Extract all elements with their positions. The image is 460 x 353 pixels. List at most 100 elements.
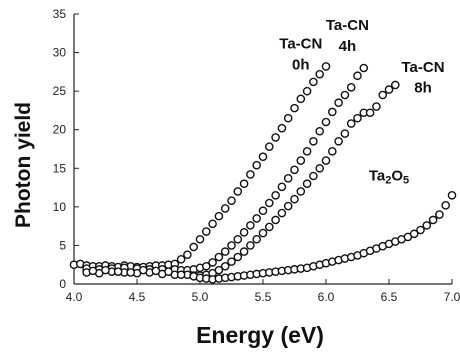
- x-tick-label: 7.0: [444, 290, 460, 304]
- data-point: [259, 207, 266, 214]
- data-point: [266, 199, 273, 206]
- data-point: [285, 202, 292, 209]
- data-point: [178, 256, 185, 263]
- data-point: [247, 171, 254, 178]
- data-point: [253, 215, 260, 222]
- axes: 0 5 10 15 20 25 30 35 4.0 4.5 5.0 5.5 6.0 6.5 7.0: [53, 7, 460, 304]
- series-2: [83, 81, 399, 279]
- data-point: [228, 197, 235, 204]
- data-point: [335, 99, 342, 106]
- y-tick-label: 30: [53, 46, 67, 60]
- data-point: [329, 108, 336, 115]
- data-point: [190, 243, 197, 250]
- data-point: [203, 228, 210, 235]
- data-point: [373, 103, 380, 110]
- data-point: [310, 138, 317, 145]
- annotation-label: 4h: [339, 38, 357, 55]
- data-point: [209, 259, 216, 266]
- data-point: [291, 166, 298, 173]
- data-point: [115, 268, 122, 275]
- data-point: [291, 105, 298, 112]
- data-point: [272, 216, 279, 223]
- annotation-label: Ta-CN: [326, 17, 369, 34]
- x-tick-label: 4.5: [129, 290, 146, 304]
- data-point: [215, 253, 222, 260]
- data-point: [316, 165, 323, 172]
- data-point: [196, 236, 203, 243]
- data-point: [247, 222, 254, 229]
- data-point: [266, 143, 273, 150]
- data-point: [253, 236, 260, 243]
- data-point: [430, 216, 437, 223]
- data-point: [354, 72, 361, 79]
- data-point: [322, 118, 329, 125]
- data-point: [310, 172, 317, 179]
- data-point: [259, 153, 266, 160]
- data-point: [241, 180, 248, 187]
- data-point: [385, 86, 392, 93]
- series-0: [70, 63, 329, 271]
- y-tick-label: 10: [53, 200, 67, 214]
- data-point: [335, 138, 342, 145]
- y-tick-label: 5: [59, 238, 66, 252]
- x-axis-title: Energy (eV): [196, 322, 324, 348]
- data-point: [222, 248, 229, 255]
- data-point: [165, 268, 172, 275]
- data-point: [285, 175, 292, 182]
- data-point: [215, 213, 222, 220]
- data-point: [127, 269, 134, 276]
- data-point: [178, 271, 185, 278]
- data-point: [297, 95, 304, 102]
- data-point: [184, 251, 191, 258]
- data-point: [448, 192, 455, 199]
- data-point: [278, 125, 285, 132]
- data-point: [222, 263, 229, 270]
- data-point: [367, 109, 374, 116]
- data-point: [304, 88, 311, 95]
- x-tick-label: 5.5: [255, 290, 272, 304]
- data-point: [228, 258, 235, 265]
- y-tick-label: 20: [53, 123, 67, 137]
- data-point: [297, 188, 304, 195]
- data-point: [304, 148, 311, 155]
- data-point: [266, 223, 273, 230]
- data-point: [329, 148, 336, 155]
- data-point: [272, 192, 279, 199]
- x-tick-label: 5.0: [192, 290, 209, 304]
- data-point: [259, 229, 266, 236]
- data-point: [291, 196, 298, 203]
- data-point: [379, 91, 386, 98]
- series-1: [83, 64, 367, 273]
- data-point: [348, 84, 355, 91]
- data-point: [102, 267, 109, 274]
- data-point: [209, 220, 216, 227]
- data-point: [341, 130, 348, 137]
- data-point: [234, 253, 241, 260]
- annotation-label: 8h: [414, 80, 432, 97]
- y-axis-title: Photon yield: [12, 102, 35, 228]
- data-point: [423, 222, 430, 229]
- data-point: [316, 71, 323, 78]
- annotation-label: Ta2O5: [369, 168, 409, 187]
- x-tick-label: 4.0: [66, 290, 83, 304]
- data-point: [341, 91, 348, 98]
- y-tick-label: 0: [59, 277, 66, 291]
- data-point: [360, 64, 367, 71]
- data-point: [278, 183, 285, 190]
- data-point: [316, 128, 323, 135]
- y-tick-label: 35: [53, 7, 67, 21]
- data-point: [278, 209, 285, 216]
- data-point: [417, 226, 424, 233]
- data-point: [152, 267, 159, 274]
- data-point: [234, 236, 241, 243]
- data-point: [304, 180, 311, 187]
- data-point: [442, 202, 449, 209]
- data-point: [348, 120, 355, 127]
- data-point: [272, 134, 279, 141]
- data-point: [285, 115, 292, 122]
- data-point: [436, 211, 443, 218]
- data-point: [234, 188, 241, 195]
- annotation-label: Ta-CN: [401, 59, 444, 76]
- data-point: [241, 248, 248, 255]
